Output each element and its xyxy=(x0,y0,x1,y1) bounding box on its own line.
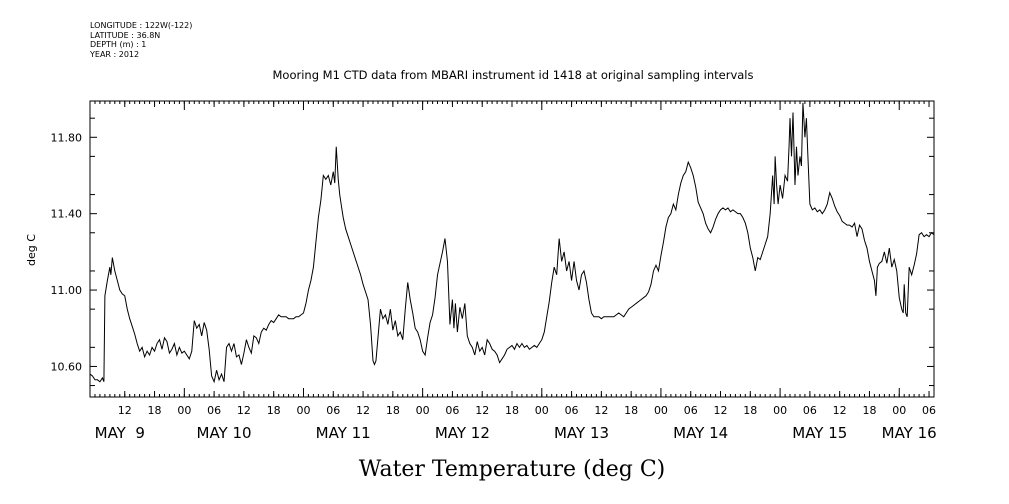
x-tick-label: 00 xyxy=(535,404,549,417)
x-tick-label: 12 xyxy=(237,404,251,417)
longitude-line: LONGITUDE : 122W(-122) xyxy=(90,21,193,30)
chart-title: Mooring M1 CTD data from MBARI instrumen… xyxy=(273,68,754,82)
date-label: MAY 13 xyxy=(554,424,609,442)
date-label: MAY 11 xyxy=(316,424,371,442)
y-axis-label: deg C xyxy=(25,234,38,266)
x-tick-label: 06 xyxy=(922,404,936,417)
year-line: YEAR : 2012 xyxy=(90,49,140,59)
x-axis-label: Water Temperature (deg C) xyxy=(359,457,666,482)
date-label: MAY 9 xyxy=(95,424,145,442)
latitude-line: LATITUDE : 36.8N xyxy=(90,30,161,40)
metadata-block: LONGITUDE : 122W(-122) LATITUDE : 36.8N … xyxy=(90,21,192,59)
x-tick-label: 18 xyxy=(148,404,162,417)
x-tick-label: 18 xyxy=(267,404,281,417)
x-tick-label: 18 xyxy=(743,404,757,417)
x-tick-label: 00 xyxy=(296,404,310,417)
x-tick-label: 00 xyxy=(892,404,906,417)
x-tick-label: 12 xyxy=(833,404,847,417)
x-tick-label: 00 xyxy=(773,404,787,417)
date-label: MAY 14 xyxy=(673,424,728,442)
x-tick-label: 18 xyxy=(386,404,400,417)
x-axis-ticks: 12 18 00 06 12 18 00 06 12 18 00 06 12 18 00 06 12 18 00 06… xyxy=(118,101,936,417)
y-axis-ticks: 10.60 11.00 11.40 11.80 xyxy=(51,117,934,387)
x-tick-label: 00 xyxy=(654,404,668,417)
date-label: MAY 15 xyxy=(792,424,847,442)
x-tick-label: 06 xyxy=(326,404,340,417)
y-tick-label: 11.00 xyxy=(51,284,83,297)
x-tick-label: 06 xyxy=(445,404,459,417)
y-tick-label: 11.80 xyxy=(51,131,83,144)
x-tick-label: 12 xyxy=(594,404,608,417)
x-tick-label: 00 xyxy=(416,404,430,417)
x-tick-label: 12 xyxy=(118,404,132,417)
x-tick-label: 18 xyxy=(862,404,876,417)
x-tick-label: 06 xyxy=(684,404,698,417)
x-tick-label: 12 xyxy=(714,404,728,417)
water-temperature-line xyxy=(89,102,935,384)
x-tick-label: 06 xyxy=(803,404,817,417)
x-tick-label: 18 xyxy=(505,404,519,417)
y-tick-label: 11.40 xyxy=(51,208,83,221)
x-axis-date-labels: MAY 9 MAY 10 MAY 11 MAY 12 MAY 13 MAY 14 MAY 1… xyxy=(95,424,937,442)
date-label: MAY 12 xyxy=(435,424,490,442)
y-tick-label: 10.60 xyxy=(51,360,83,373)
depth-line: DEPTH (m) : 1 xyxy=(90,40,147,49)
x-tick-label: 12 xyxy=(356,404,370,417)
date-label: MAY 16 xyxy=(882,424,937,442)
x-tick-label: 06 xyxy=(207,404,221,417)
x-tick-label: 06 xyxy=(565,404,579,417)
x-tick-label: 12 xyxy=(475,404,489,417)
x-tick-label: 00 xyxy=(177,404,191,417)
x-tick-label: 18 xyxy=(624,404,638,417)
date-label: MAY 10 xyxy=(197,424,252,442)
